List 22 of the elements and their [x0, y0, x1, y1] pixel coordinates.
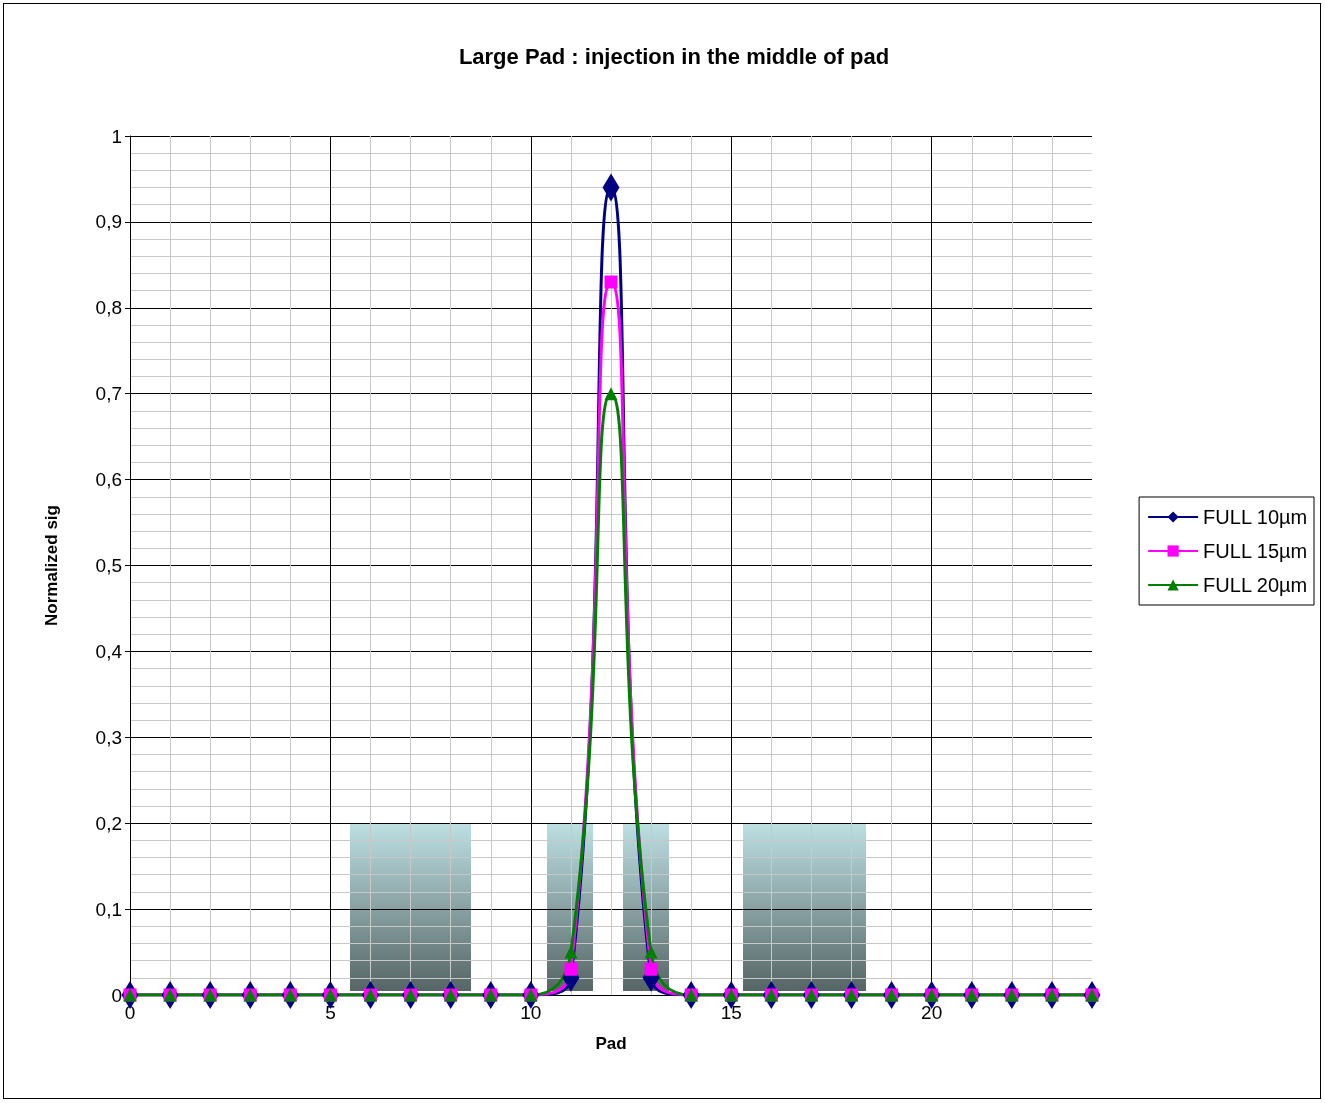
x-tick-label: 0	[124, 1002, 136, 1023]
y-tick-label: 0,2	[95, 812, 122, 834]
x-tick-label: 5	[325, 1002, 336, 1023]
y-tick-label: 1	[111, 125, 122, 147]
y-axis-title: Normalized sig	[42, 505, 61, 626]
y-tick-label: 0,4	[95, 640, 123, 662]
legend-label: FULL 20µm	[1203, 574, 1308, 596]
legend-label: FULL 10µm	[1203, 506, 1308, 528]
y-tick-label: 0,5	[95, 555, 122, 576]
y-tick-label: 0,7	[95, 383, 122, 405]
y-tick-label: 0,3	[95, 726, 122, 748]
chart-title: Large Pad : injection in the middle of pad	[458, 43, 890, 69]
y-tick-label: 0	[111, 984, 122, 1006]
y-tick-label: 0,1	[95, 898, 122, 920]
y-tick-label: 0,8	[95, 297, 122, 319]
legend-label: FULL 15µm	[1203, 540, 1308, 562]
x-tick-label: 15	[720, 1002, 742, 1023]
x-tick-label: 20	[921, 1002, 943, 1023]
y-tick-label: 0,6	[95, 469, 122, 491]
y-tick-label: 0,9	[95, 211, 122, 233]
x-tick-label: 10	[520, 1002, 542, 1023]
x-axis-title: Pad	[595, 1034, 627, 1053]
